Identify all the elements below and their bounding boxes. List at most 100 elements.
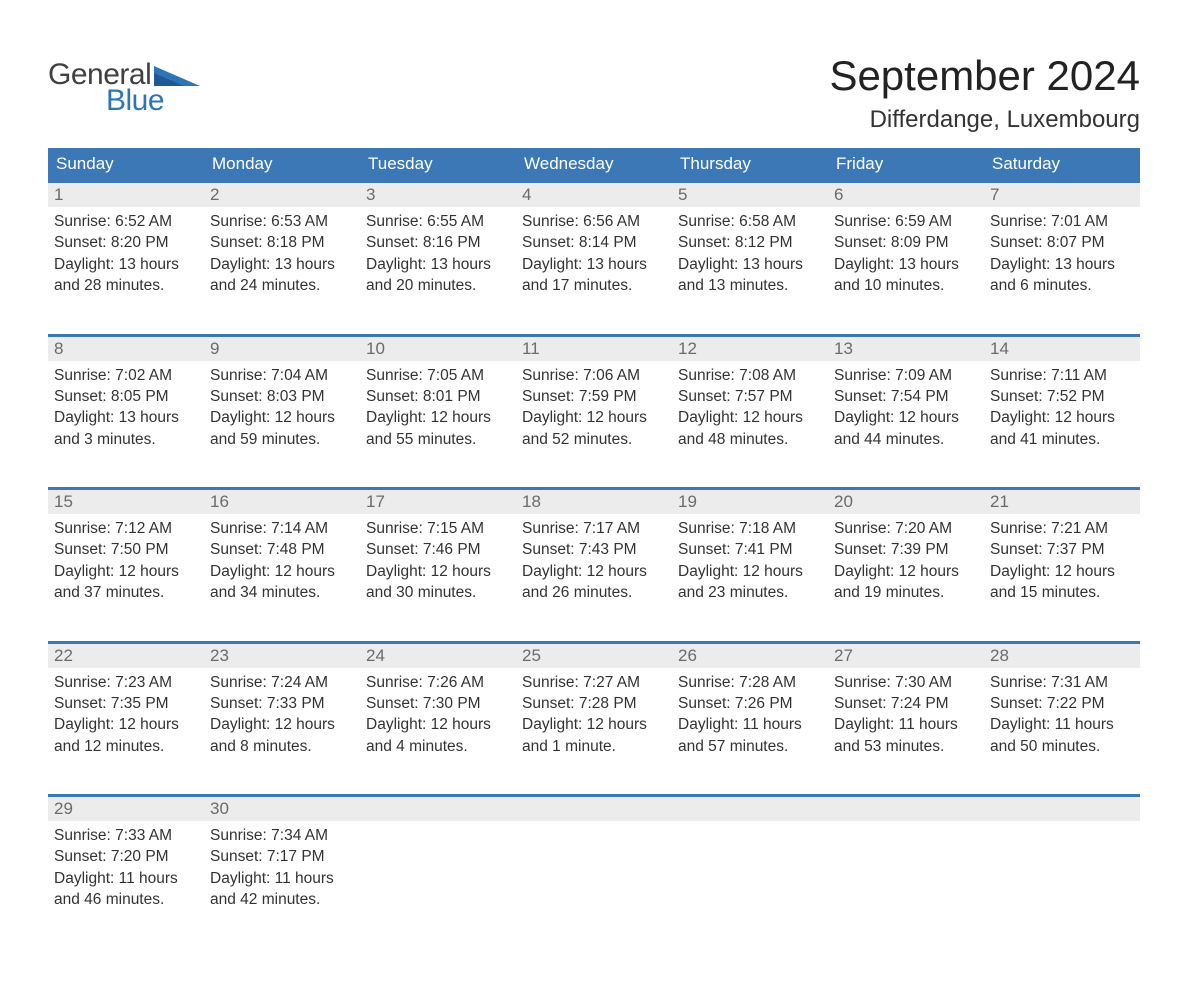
day-day1: Daylight: 13 hours xyxy=(834,254,978,275)
day-cell: Sunrise: 7:28 AMSunset: 7:26 PMDaylight:… xyxy=(672,668,828,796)
month-title: September 2024 xyxy=(829,52,1140,100)
day-day2: and 52 minutes. xyxy=(522,429,666,450)
day-cell: Sunrise: 7:23 AMSunset: 7:35 PMDaylight:… xyxy=(48,668,204,796)
day-sunset: Sunset: 8:16 PM xyxy=(366,232,510,253)
weekday-header-row: Sunday Monday Tuesday Wednesday Thursday… xyxy=(48,148,1140,182)
day-sunrise: Sunrise: 7:23 AM xyxy=(54,672,198,693)
day-sunrise: Sunrise: 6:56 AM xyxy=(522,211,666,232)
day-cell: Sunrise: 6:56 AMSunset: 8:14 PMDaylight:… xyxy=(516,207,672,335)
day-day1: Daylight: 12 hours xyxy=(834,561,978,582)
day-number xyxy=(672,796,828,822)
day-day2: and 42 minutes. xyxy=(210,889,354,910)
day-day1: Daylight: 13 hours xyxy=(210,254,354,275)
day-sunrise: Sunrise: 7:17 AM xyxy=(522,518,666,539)
day-sunset: Sunset: 7:20 PM xyxy=(54,846,198,867)
day-number: 21 xyxy=(984,489,1140,515)
day-day2: and 30 minutes. xyxy=(366,582,510,603)
day-cell: Sunrise: 7:14 AMSunset: 7:48 PMDaylight:… xyxy=(204,514,360,642)
day-sunrise: Sunrise: 7:01 AM xyxy=(990,211,1134,232)
day-sunset: Sunset: 7:17 PM xyxy=(210,846,354,867)
day-sunset: Sunset: 7:30 PM xyxy=(366,693,510,714)
day-sunset: Sunset: 7:39 PM xyxy=(834,539,978,560)
day-number: 23 xyxy=(204,642,360,668)
location: Differdange, Luxembourg xyxy=(829,106,1140,134)
calendar-table: Sunday Monday Tuesday Wednesday Thursday… xyxy=(48,148,1140,949)
day-number: 29 xyxy=(48,796,204,822)
day-cell: Sunrise: 7:05 AMSunset: 8:01 PMDaylight:… xyxy=(360,361,516,489)
day-sunset: Sunset: 7:48 PM xyxy=(210,539,354,560)
day-number: 8 xyxy=(48,335,204,361)
day-day2: and 17 minutes. xyxy=(522,275,666,296)
day-sunrise: Sunrise: 7:31 AM xyxy=(990,672,1134,693)
day-day2: and 20 minutes. xyxy=(366,275,510,296)
day-day2: and 6 minutes. xyxy=(990,275,1134,296)
day-sunset: Sunset: 8:03 PM xyxy=(210,386,354,407)
day-sunset: Sunset: 7:52 PM xyxy=(990,386,1134,407)
week-daynum-row: 891011121314 xyxy=(48,335,1140,361)
day-sunset: Sunset: 7:46 PM xyxy=(366,539,510,560)
day-cell: Sunrise: 7:15 AMSunset: 7:46 PMDaylight:… xyxy=(360,514,516,642)
day-sunset: Sunset: 8:07 PM xyxy=(990,232,1134,253)
day-sunset: Sunset: 8:09 PM xyxy=(834,232,978,253)
day-sunrise: Sunrise: 7:09 AM xyxy=(834,365,978,386)
day-cell: Sunrise: 7:21 AMSunset: 7:37 PMDaylight:… xyxy=(984,514,1140,642)
day-cell: Sunrise: 7:31 AMSunset: 7:22 PMDaylight:… xyxy=(984,668,1140,796)
day-day1: Daylight: 12 hours xyxy=(210,714,354,735)
day-day2: and 44 minutes. xyxy=(834,429,978,450)
weekday-header: Tuesday xyxy=(360,148,516,182)
day-sunset: Sunset: 7:24 PM xyxy=(834,693,978,714)
day-sunset: Sunset: 7:50 PM xyxy=(54,539,198,560)
day-cell: Sunrise: 6:59 AMSunset: 8:09 PMDaylight:… xyxy=(828,207,984,335)
week-daynum-row: 1234567 xyxy=(48,182,1140,208)
day-sunrise: Sunrise: 7:05 AM xyxy=(366,365,510,386)
day-cell: Sunrise: 6:58 AMSunset: 8:12 PMDaylight:… xyxy=(672,207,828,335)
day-sunset: Sunset: 7:37 PM xyxy=(990,539,1134,560)
day-number: 20 xyxy=(828,489,984,515)
day-cell xyxy=(672,821,828,949)
day-cell: Sunrise: 6:55 AMSunset: 8:16 PMDaylight:… xyxy=(360,207,516,335)
day-day1: Daylight: 12 hours xyxy=(366,714,510,735)
day-number: 19 xyxy=(672,489,828,515)
day-cell: Sunrise: 7:09 AMSunset: 7:54 PMDaylight:… xyxy=(828,361,984,489)
day-day2: and 1 minute. xyxy=(522,736,666,757)
day-number: 5 xyxy=(672,182,828,208)
logo-flag-icon xyxy=(154,62,200,86)
day-number: 14 xyxy=(984,335,1140,361)
day-day1: Daylight: 12 hours xyxy=(210,561,354,582)
day-day1: Daylight: 12 hours xyxy=(678,407,822,428)
day-sunrise: Sunrise: 7:02 AM xyxy=(54,365,198,386)
day-cell: Sunrise: 7:24 AMSunset: 7:33 PMDaylight:… xyxy=(204,668,360,796)
day-sunset: Sunset: 8:18 PM xyxy=(210,232,354,253)
day-day2: and 13 minutes. xyxy=(678,275,822,296)
day-cell xyxy=(516,821,672,949)
day-day2: and 55 minutes. xyxy=(366,429,510,450)
day-sunrise: Sunrise: 7:04 AM xyxy=(210,365,354,386)
day-number xyxy=(516,796,672,822)
day-day2: and 37 minutes. xyxy=(54,582,198,603)
day-cell xyxy=(828,821,984,949)
day-day1: Daylight: 13 hours xyxy=(54,254,198,275)
day-number: 2 xyxy=(204,182,360,208)
day-day2: and 3 minutes. xyxy=(54,429,198,450)
weekday-header: Sunday xyxy=(48,148,204,182)
day-number: 15 xyxy=(48,489,204,515)
day-sunrise: Sunrise: 6:55 AM xyxy=(366,211,510,232)
day-sunset: Sunset: 7:26 PM xyxy=(678,693,822,714)
day-sunrise: Sunrise: 7:26 AM xyxy=(366,672,510,693)
day-day2: and 8 minutes. xyxy=(210,736,354,757)
day-cell: Sunrise: 6:53 AMSunset: 8:18 PMDaylight:… xyxy=(204,207,360,335)
week-daynum-row: 2930 xyxy=(48,796,1140,822)
day-day2: and 12 minutes. xyxy=(54,736,198,757)
day-day2: and 34 minutes. xyxy=(210,582,354,603)
day-number: 18 xyxy=(516,489,672,515)
header: General Blue September 2024 Differdange,… xyxy=(48,30,1140,134)
day-sunrise: Sunrise: 7:18 AM xyxy=(678,518,822,539)
day-day2: and 10 minutes. xyxy=(834,275,978,296)
week-daynum-row: 22232425262728 xyxy=(48,642,1140,668)
day-cell: Sunrise: 7:02 AMSunset: 8:05 PMDaylight:… xyxy=(48,361,204,489)
day-sunset: Sunset: 8:12 PM xyxy=(678,232,822,253)
day-number: 13 xyxy=(828,335,984,361)
day-sunrise: Sunrise: 7:14 AM xyxy=(210,518,354,539)
day-day2: and 4 minutes. xyxy=(366,736,510,757)
day-day1: Daylight: 12 hours xyxy=(990,407,1134,428)
